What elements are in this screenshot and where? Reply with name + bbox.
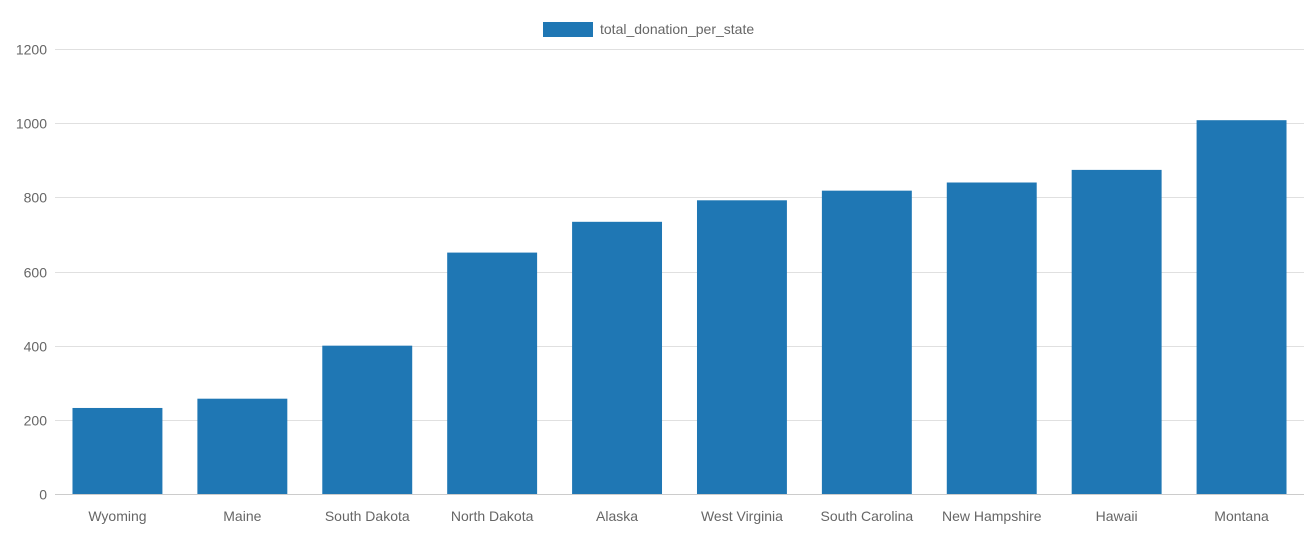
x-tick-label: South Carolina	[821, 508, 914, 524]
y-tick-label: 600	[24, 265, 48, 281]
bar[interactable]	[322, 345, 413, 494]
x-tick-label: New Hampshire	[942, 508, 1042, 524]
bar[interactable]	[946, 182, 1037, 495]
legend-label: total_donation_per_state	[600, 21, 754, 37]
x-axis-labels: Wyoming Maine South Dakota North Dakota Alas…	[88, 508, 1269, 524]
x-tick-label: South Dakota	[325, 508, 410, 524]
x-tick-label: North Dakota	[451, 508, 534, 524]
bar[interactable]	[696, 200, 787, 495]
x-tick-label: Hawaii	[1096, 508, 1138, 524]
x-tick-label: Alaska	[596, 508, 638, 524]
bar[interactable]	[821, 190, 912, 495]
y-tick-label: 1200	[16, 42, 47, 58]
bar[interactable]	[197, 398, 288, 494]
legend[interactable]: total_donation_per_state	[543, 21, 754, 37]
y-tick-label: 1000	[16, 116, 47, 132]
x-tick-label: Wyoming	[88, 508, 146, 524]
bar[interactable]	[1196, 120, 1287, 494]
x-tick-label: Maine	[223, 508, 261, 524]
y-tick-label: 800	[24, 190, 48, 206]
bar[interactable]	[447, 252, 538, 494]
y-tick-label: 200	[24, 413, 48, 429]
y-tick-label: 0	[39, 487, 47, 503]
x-tick-label: Montana	[1214, 508, 1269, 524]
y-tick-label: 400	[24, 339, 48, 355]
legend-swatch	[543, 22, 593, 37]
bar[interactable]	[572, 221, 663, 494]
bar[interactable]	[1071, 169, 1162, 494]
bars	[72, 120, 1287, 495]
bar[interactable]	[72, 407, 163, 494]
x-tick-label: West Virginia	[701, 508, 783, 524]
y-axis-ticks: 0 200 400 600 800 1000 1200	[16, 42, 47, 503]
